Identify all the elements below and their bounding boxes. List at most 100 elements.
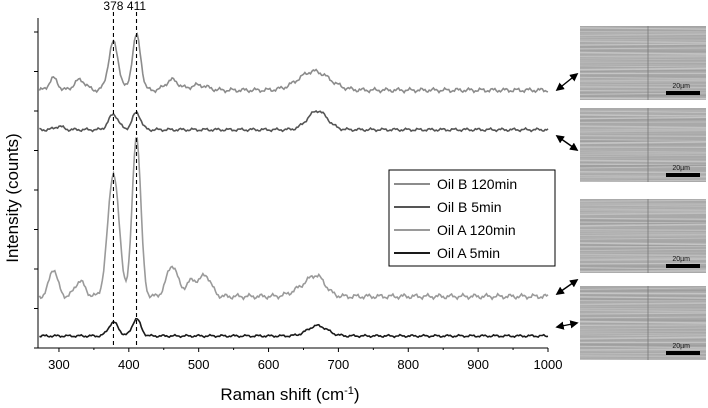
- scratch-line: [580, 164, 706, 167]
- scratch-line: [580, 47, 706, 50]
- scratch-line: [580, 311, 706, 314]
- scratch-line: [580, 221, 706, 224]
- scale-bar-label: 20µm: [672, 343, 690, 350]
- scale-bar: [666, 91, 700, 95]
- scratch-line: [580, 136, 706, 140]
- scratch-line: [580, 143, 706, 146]
- x-tick-label-900: 900: [467, 357, 489, 372]
- series-line-oil-a-120min: [38, 137, 549, 301]
- scratch-line: [580, 118, 706, 122]
- scratch-line: [580, 230, 706, 234]
- scratch-line: [580, 355, 706, 358]
- scratch-line: [580, 123, 706, 126]
- scratch-line: [580, 210, 706, 214]
- x-tick-label-500: 500: [188, 357, 210, 372]
- x-tick-label-1000: 1000: [534, 357, 563, 372]
- legend-entry: Oil A 120min: [437, 222, 516, 238]
- scratch-line: [580, 294, 706, 297]
- scratch-line: [580, 159, 706, 163]
- scratch-line: [580, 248, 706, 251]
- scale-bar-label: 20µm: [672, 256, 690, 263]
- scratch-line: [580, 298, 706, 301]
- scratch-line: [580, 345, 706, 349]
- scratch-line: [580, 208, 706, 211]
- scratch-line: [580, 229, 706, 231]
- scratch-line: [580, 110, 706, 113]
- scratch-line: [580, 316, 706, 319]
- scratch-line: [580, 74, 706, 78]
- scratch-line: [580, 325, 706, 329]
- scratch-line: [580, 223, 706, 227]
- scratch-line: [580, 127, 706, 130]
- scratch-line: [580, 270, 706, 273]
- scratch-line: [580, 29, 706, 32]
- series-line-oil-b-5min: [39, 110, 549, 133]
- scratch-line: [580, 128, 706, 131]
- y-axis-label: Intensity (counts): [3, 133, 22, 262]
- scratch-line: [580, 219, 706, 223]
- scratch-line: [580, 235, 706, 239]
- scratch-line: [580, 319, 706, 321]
- scratch-line: [580, 166, 706, 169]
- arrows: [555, 72, 579, 330]
- scratch-line: [580, 296, 706, 299]
- scratch-line: [580, 56, 706, 60]
- scratch-line: [580, 309, 706, 313]
- scratch-line: [580, 204, 706, 207]
- scratch-line: [580, 287, 706, 290]
- x-tick-label-600: 600: [258, 357, 280, 372]
- scratch-line: [580, 63, 706, 67]
- series-line-oil-b-120min: [38, 32, 549, 94]
- micrograph-oil-a-5min: 20µm: [580, 286, 706, 360]
- scratch-line: [580, 212, 706, 216]
- scratch-line: [580, 260, 706, 263]
- scratch-line: [580, 242, 706, 246]
- scale-bar: [666, 173, 700, 177]
- scratch-line: [580, 327, 706, 330]
- scratch-line: [580, 132, 706, 135]
- legend: Oil B 120min Oil B 5min Oil A 120min Oil A …: [388, 169, 556, 267]
- reference-label-378: 378: [103, 0, 123, 13]
- scratch-line: [580, 139, 706, 141]
- scratch-line: [580, 233, 706, 235]
- scratch-line: [580, 302, 706, 306]
- scratch-line: [580, 67, 706, 71]
- legend-box: [388, 169, 556, 267]
- scratch-line: [580, 320, 706, 324]
- scratch-line: [580, 206, 706, 209]
- scratch-line: [580, 27, 706, 30]
- scratch-line: [580, 44, 706, 48]
- scratch-line: [580, 152, 706, 156]
- micrograph-oil-a-120min: 20µm: [580, 199, 706, 273]
- scratch-line: [580, 43, 706, 46]
- scratch-line: [580, 348, 706, 351]
- scratch-line: [580, 258, 706, 261]
- scratch-line: [580, 50, 706, 52]
- scratch-line: [580, 31, 706, 35]
- scratch-line: [580, 154, 706, 157]
- scratch-line: [580, 262, 706, 265]
- scratch-line: [580, 168, 706, 171]
- scratch-line: [580, 94, 706, 97]
- legend-entry: Oil B 120min: [437, 176, 517, 192]
- scratch-line: [580, 289, 706, 292]
- scratch-line: [580, 161, 706, 165]
- scratch-line: [580, 26, 706, 28]
- scratch-line: [580, 336, 706, 340]
- scratch-line: [580, 65, 706, 68]
- axes: 300 400 500 600 700 800 900 1000: [34, 18, 562, 372]
- scratch-line: [580, 33, 706, 37]
- scratch-line: [580, 246, 706, 250]
- legend-entry: Oil B 5min: [437, 199, 502, 215]
- x-axis-label: Raman shift (cm-1): [220, 385, 359, 404]
- x-tick-label-700: 700: [328, 357, 350, 372]
- scratch-line: [580, 286, 706, 289]
- scratch-line: [580, 334, 706, 337]
- scratch-line: [580, 112, 706, 115]
- scale-bar-label: 20µm: [672, 83, 690, 90]
- scratch-line: [580, 244, 706, 247]
- x-tick-label-800: 800: [397, 357, 419, 372]
- scratch-line: [580, 141, 706, 145]
- scratch-line: [580, 40, 706, 44]
- link-arrow: [555, 320, 579, 330]
